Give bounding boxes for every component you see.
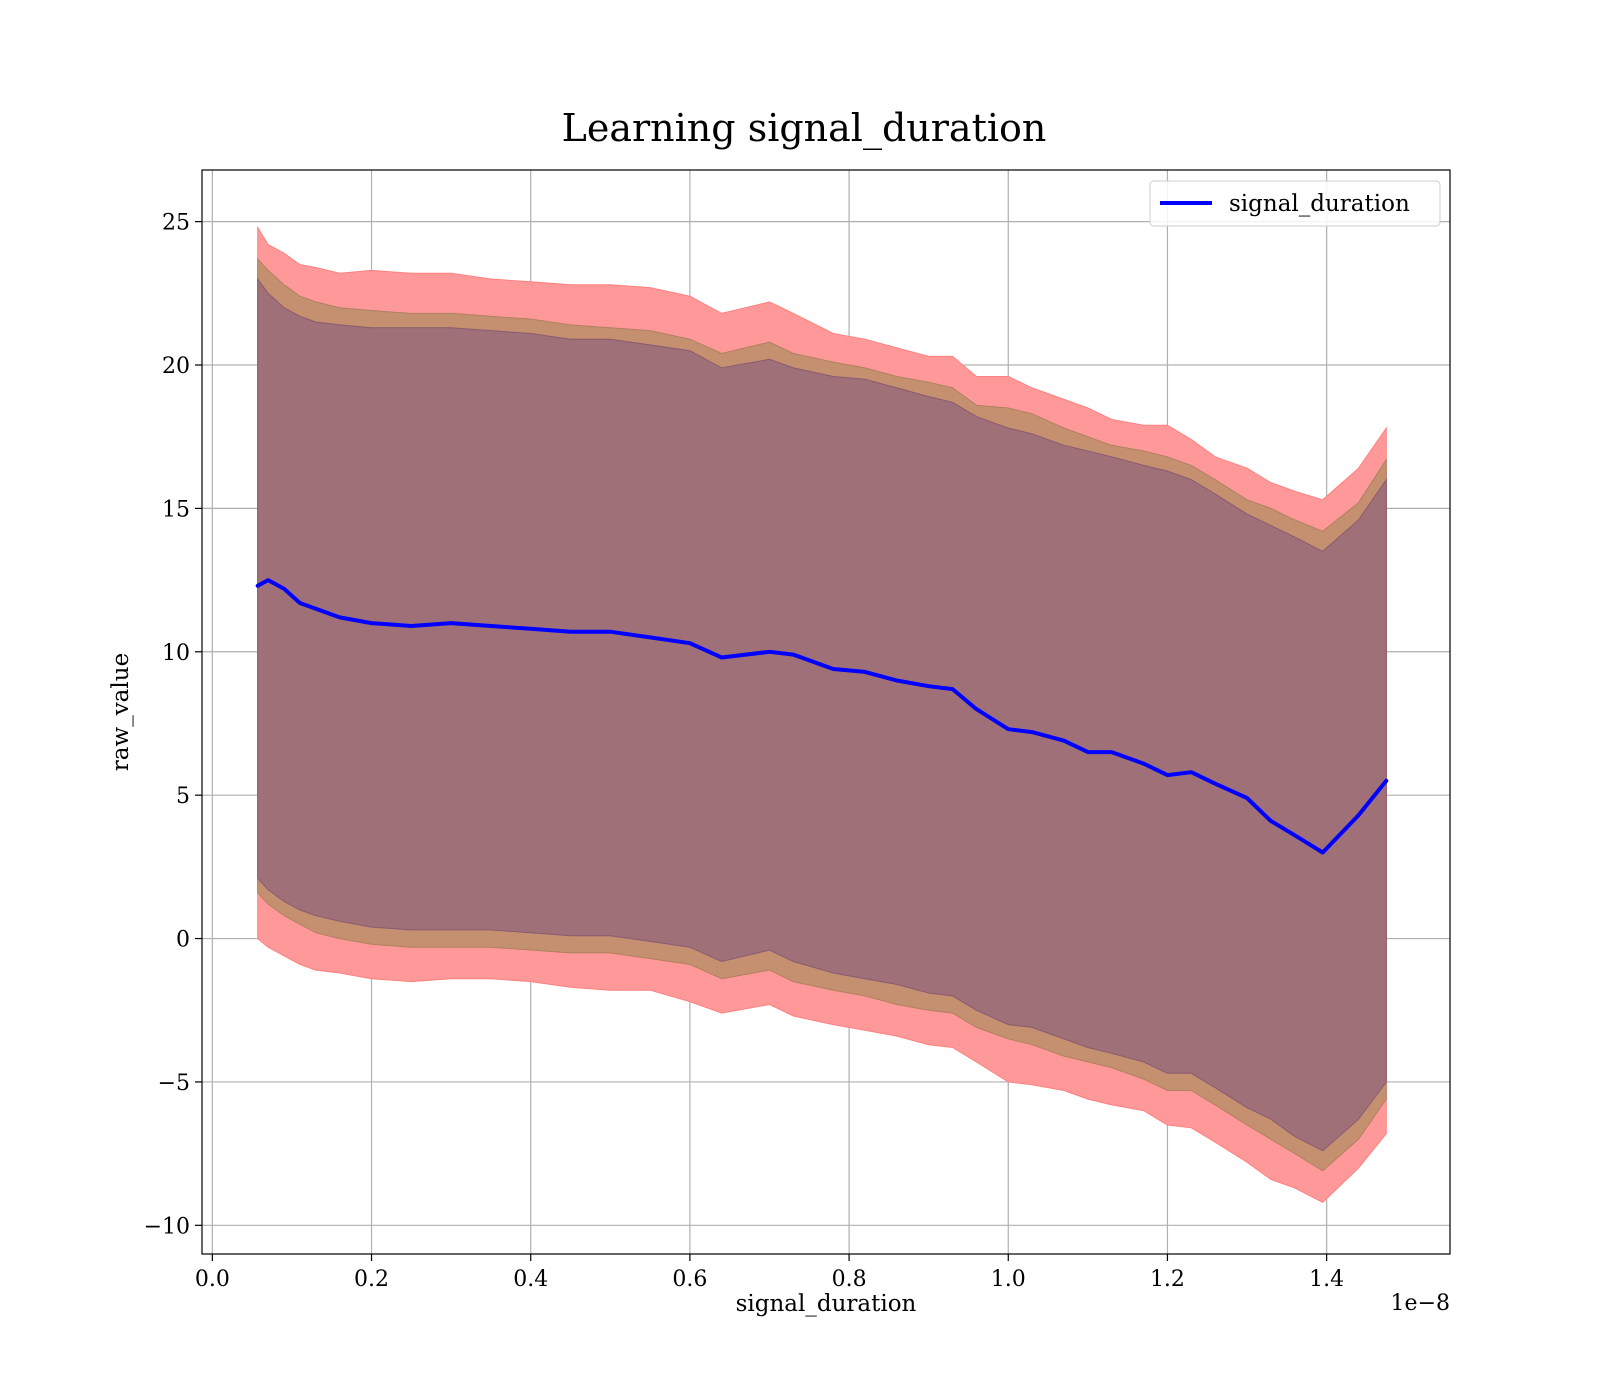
y-tick-label: 25 — [162, 211, 190, 236]
chart-title: Learning signal_duration — [562, 106, 1047, 151]
y-tick-label: 15 — [162, 497, 190, 522]
x-axis-ticks: 0.0 0.2 0.4 0.6 0.8 1.0 1.2 1.4 — [195, 1254, 1344, 1292]
y-tick-label: 0 — [176, 928, 190, 953]
x-tick-label: 0.0 — [195, 1267, 230, 1292]
y-tick-label: 10 — [162, 641, 190, 666]
y-axis-ticks: −10 −5 0 5 10 15 20 25 — [144, 211, 202, 1239]
confidence-bands — [257, 225, 1387, 1204]
x-tick-label: 0.6 — [672, 1267, 707, 1292]
x-tick-label: 1.2 — [1150, 1267, 1185, 1292]
y-tick-label: −10 — [144, 1214, 190, 1239]
legend: signal_duration — [1149, 180, 1441, 227]
confidence-band-inner — [257, 277, 1387, 1152]
x-tick-label: 0.8 — [832, 1267, 867, 1292]
y-tick-label: 5 — [176, 784, 190, 809]
series-line — [255, 578, 1389, 855]
x-axis-label: signal_duration — [736, 1291, 917, 1317]
y-tick-label: −5 — [158, 1071, 190, 1096]
y-axis-label: raw_value — [108, 653, 134, 771]
y-tick-label: 20 — [162, 354, 190, 379]
x-tick-label: 0.4 — [513, 1267, 548, 1292]
plot-area-frame — [201, 169, 1451, 1255]
x-tick-label: 1.4 — [1309, 1267, 1344, 1292]
x-axis-offset-label: 1e−8 — [1391, 1291, 1450, 1316]
x-tick-label: 1.0 — [991, 1267, 1026, 1292]
x-tick-label: 0.2 — [354, 1267, 389, 1292]
legend-box — [1149, 180, 1441, 227]
legend-label: signal_duration — [1229, 191, 1410, 217]
series-lines — [255, 578, 1389, 855]
